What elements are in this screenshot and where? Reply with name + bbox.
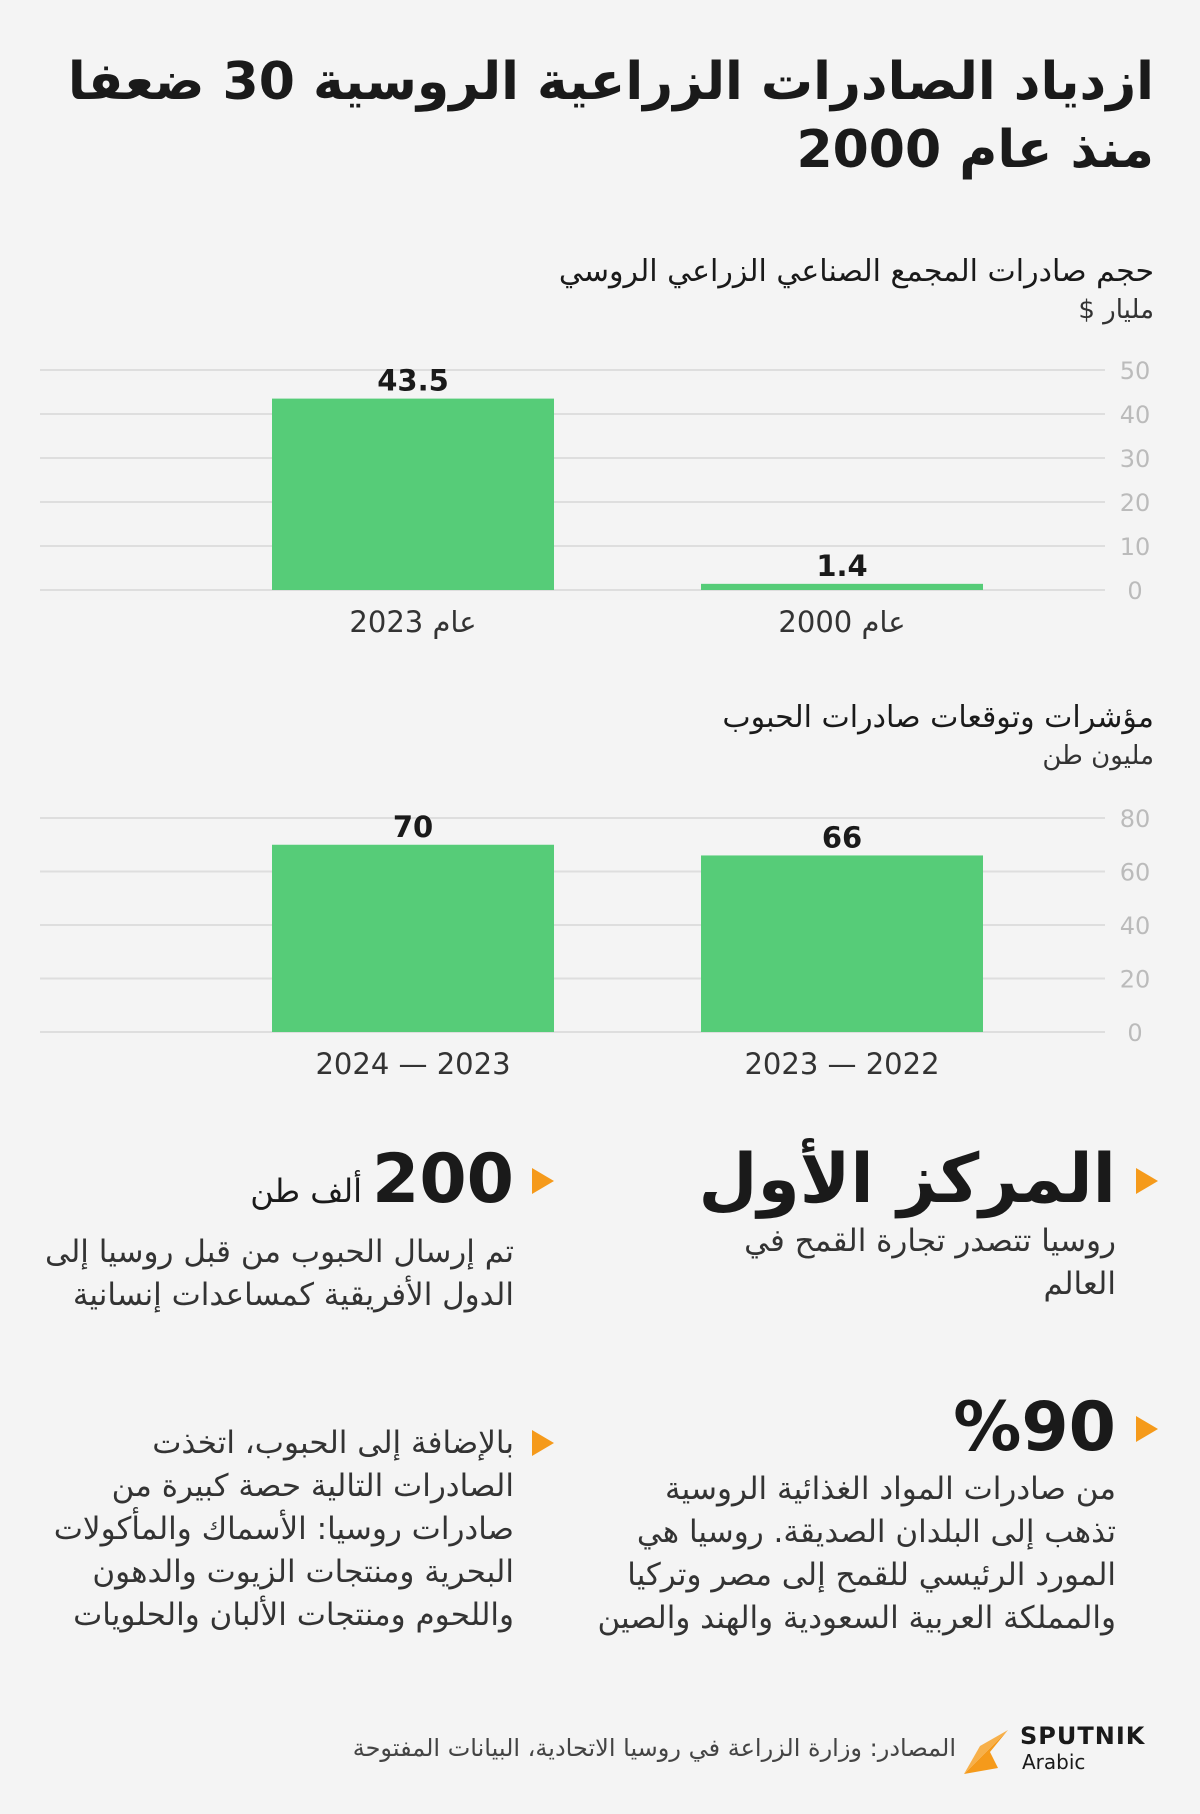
- y-tick-label: 10: [1120, 533, 1151, 561]
- other-arrow-icon: [532, 1430, 554, 1456]
- x-tick-label: عام 2023: [349, 605, 476, 639]
- aid-number: 200: [372, 1140, 514, 1219]
- logo-name: SPUTNIK: [1020, 1722, 1146, 1750]
- share-number: %90: [953, 1388, 1116, 1467]
- other-block: بالإضافة إلى الحبوب، اتخذت الصادرات التا…: [34, 1422, 514, 1637]
- aid-arrow-icon: [532, 1168, 554, 1194]
- chart2: 0 20 40 60 80 66 2022 — 2023 70 2023 — 2024: [40, 805, 1151, 1081]
- page-title: ازدياد الصادرات الزراعية الروسية 30 ضعفا…: [67, 52, 1154, 180]
- y-tick-label: 40: [1120, 401, 1151, 429]
- first-place-arrow-icon: [1136, 1168, 1158, 1194]
- share-text: من صادرات المواد الغذائية الروسية تذهب إ…: [597, 1471, 1116, 1636]
- x-tick-label: 2023 — 2024: [315, 1047, 510, 1081]
- sputnik-logo-icon: [964, 1730, 1008, 1774]
- first-place-block: المركز الأول روسيا تتصدر تجارة القمح في …: [596, 1140, 1116, 1306]
- bar-value-label: 1.4: [816, 549, 867, 583]
- sputnik-logo: SPUTNIK Arabic: [960, 1720, 1160, 1780]
- chart1-unit: مليار $: [1078, 295, 1154, 325]
- bar: [272, 398, 554, 590]
- chart2-header: مؤشرات وتوقعات صادرات الحبوب مليون طن: [254, 698, 1154, 774]
- chart2-title: مؤشرات وتوقعات صادرات الحبوب: [722, 700, 1154, 735]
- y-tick-label: 0: [1127, 1019, 1142, 1047]
- aid-block: 200ألف طن تم إرسال الحبوب من قبل روسيا إ…: [34, 1140, 514, 1317]
- x-tick-label: 2022 — 2023: [744, 1047, 939, 1081]
- bar: [701, 583, 983, 590]
- y-tick-label: 30: [1120, 445, 1151, 473]
- x-tick-label: عام 2000: [778, 605, 905, 639]
- chart1-header: حجم صادرات المجمع الصناعي الزراعي الروسي…: [254, 252, 1154, 328]
- chart2-unit: مليون طن: [1042, 741, 1154, 771]
- y-tick-label: 20: [1120, 966, 1151, 994]
- bar-value-label: 70: [393, 810, 433, 844]
- source-text: المصادر: وزارة الزراعة في روسيا الاتحادي…: [352, 1734, 956, 1762]
- logo-sub: Arabic: [1022, 1750, 1086, 1774]
- aid-figure: 200ألف طن: [34, 1140, 514, 1231]
- bar: [701, 855, 983, 1032]
- bar-value-label: 43.5: [377, 364, 449, 398]
- y-tick-label: 50: [1120, 357, 1151, 385]
- bar: [272, 844, 554, 1032]
- bar-value-label: 66: [822, 820, 862, 854]
- footer: المصادر: وزارة الزراعة في روسيا الاتحادي…: [0, 1720, 1200, 1780]
- first-place-headline: المركز الأول: [698, 1140, 1116, 1219]
- first-place-text: روسيا تتصدر تجارة القمح في العالم: [744, 1223, 1116, 1302]
- aid-text: تم إرسال الحبوب من قبل روسيا إلى الدول ا…: [45, 1234, 514, 1313]
- y-tick-label: 60: [1120, 859, 1151, 887]
- aid-unit: ألف طن: [250, 1172, 363, 1210]
- y-tick-label: 80: [1120, 805, 1151, 833]
- other-text: بالإضافة إلى الحبوب، اتخذت الصادرات التا…: [53, 1425, 514, 1633]
- y-tick-label: 20: [1120, 489, 1151, 517]
- chart1: 0 10 20 30 40 50 1.4 عام 2000 43.5 عام 2023: [40, 357, 1151, 639]
- chart1-title: حجم صادرات المجمع الصناعي الزراعي الروسي: [558, 254, 1154, 289]
- share-arrow-icon: [1136, 1416, 1158, 1442]
- share-block: %90 من صادرات المواد الغذائية الروسية تذ…: [596, 1388, 1116, 1640]
- y-tick-label: 0: [1127, 577, 1142, 605]
- y-tick-label: 40: [1120, 912, 1151, 940]
